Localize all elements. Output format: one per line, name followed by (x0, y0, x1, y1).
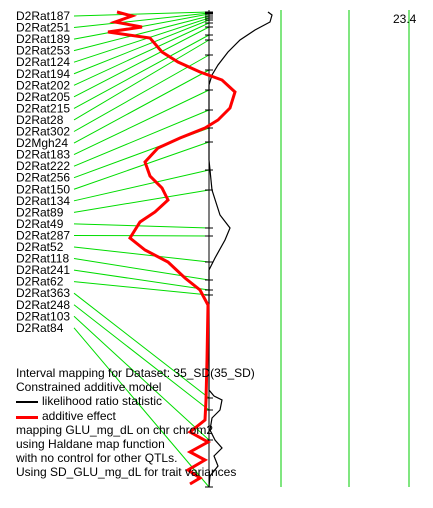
marker-label: D2Rat302 (16, 125, 70, 139)
marker-label: D2Rat222 (16, 159, 70, 173)
marker-link-line (73, 327, 210, 488)
marker-link-line (73, 234, 210, 237)
marker-link-line (73, 304, 210, 411)
marker-link-line (73, 269, 210, 291)
marker-label: D2Rat124 (16, 55, 70, 69)
marker-link-line (73, 12, 210, 29)
marker-label: D2Rat251 (16, 21, 70, 35)
legend-note-1: mapping GLU_mg_dL on chr chrom2 (16, 422, 213, 437)
marker-link-line (73, 258, 210, 281)
marker-link-line (73, 281, 210, 296)
marker-link-line (73, 11, 210, 17)
legend-label-lrs: likelihood ratio statistic (42, 394, 163, 409)
marker-link-line (73, 292, 210, 399)
legend-note-2: using Haldane map function (16, 437, 165, 452)
marker-link-line (73, 109, 210, 167)
marker-label: D2Rat202 (16, 78, 70, 92)
marker-label: D2Rat248 (16, 298, 70, 312)
marker-label: D2Rat363 (16, 286, 70, 300)
marker-label: D2Rat187 (16, 9, 70, 23)
legend-note-4: Using SD_GLU_mg_dL for trait variances (16, 465, 237, 480)
marker-link-line (73, 69, 210, 144)
marker-label: D2Rat241 (16, 263, 70, 277)
marker-label: D2Rat103 (16, 309, 70, 323)
marker-label: D2Rat205 (16, 90, 70, 104)
marker-link-line (73, 15, 210, 52)
legend-entry-lrs: likelihood ratio statistic (16, 394, 316, 408)
legend-title: Interval mapping for Dataset: 35_SD(35_S… (16, 366, 255, 380)
marker-link-line (73, 39, 210, 121)
marker-link-line (73, 141, 210, 190)
marker-label: D2Rat28 (16, 113, 64, 127)
marker-link-line (73, 34, 210, 109)
marker-label: D2Rat134 (16, 194, 70, 208)
legend-note-3: with no control for other QTLs. (16, 451, 178, 466)
marker-label: D2Rat62 (16, 275, 64, 289)
marker-label: D2Rat194 (16, 67, 70, 81)
marker-link-line (73, 26, 210, 98)
marker-link-line (73, 223, 210, 229)
marker-link-line (73, 246, 210, 263)
marker-label: D2Mgh24 (16, 136, 68, 150)
marker-link-line (73, 19, 210, 75)
marker-link-line (73, 22, 210, 86)
additive-effect-curve (107, 10, 237, 486)
marker-label: D2Rat49 (16, 217, 64, 231)
marker-label: D2Rat253 (16, 44, 70, 58)
marker-label: D2Rat89 (16, 205, 64, 219)
marker-link-line (73, 89, 210, 156)
marker-label: D2Rat215 (16, 101, 70, 115)
marker-label: D2Rat287 (16, 228, 70, 242)
legend-swatch-lrs (16, 401, 38, 404)
threshold-label: 23.4 (393, 12, 417, 26)
legend-entry-effect: additive effect (16, 409, 316, 423)
marker-label: D2Rat52 (16, 240, 64, 254)
marker-link-line (73, 54, 210, 132)
legend-subtitle: Constrained additive model (16, 380, 162, 395)
likelihood-ratio-curve (208, 11, 273, 488)
marker-label: D2Rat183 (16, 148, 70, 162)
marker-link-line (73, 189, 210, 213)
marker-link-lines (73, 11, 210, 488)
marker-link-line (73, 17, 210, 63)
marker-label: D2Rat150 (16, 182, 70, 196)
marker-link-line (73, 169, 210, 202)
legend: Interval mapping for Dataset: 35_SD(35_S… (16, 366, 316, 480)
marker-label: D2Rat189 (16, 32, 70, 46)
marker-link-line (73, 315, 210, 441)
marker-label: D2Rat84 (16, 321, 64, 335)
marker-label: D2Rat256 (16, 171, 70, 185)
legend-swatch-effect (16, 415, 38, 419)
marker-label: D2Rat118 (16, 252, 69, 266)
legend-label-effect: additive effect (42, 408, 116, 423)
marker-labels: D2Rat187D2Rat251D2Rat189D2Rat253D2Rat124… (16, 9, 70, 335)
